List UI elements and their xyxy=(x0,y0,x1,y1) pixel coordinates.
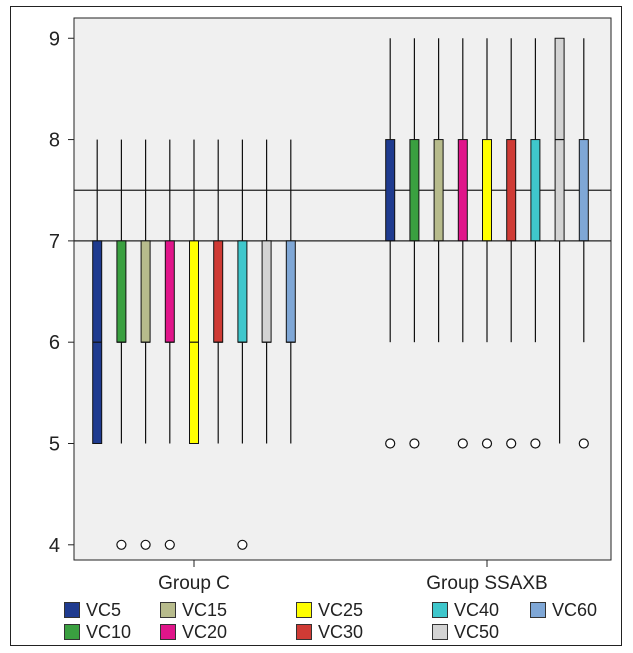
box xyxy=(213,240,224,343)
legend-swatch xyxy=(530,602,546,618)
box xyxy=(433,139,444,242)
y-tick-label: 9 xyxy=(49,28,60,50)
legend-swatch xyxy=(160,602,176,618)
x-tick-label: Group SSAXB xyxy=(426,573,547,594)
outlier-point xyxy=(506,438,517,449)
legend-swatch xyxy=(432,624,448,640)
legend-item-vc50: VC50 xyxy=(432,622,499,642)
legend-item-vc15: VC15 xyxy=(160,600,227,620)
outlier-point xyxy=(481,438,493,449)
legend-item-vc60: VC60 xyxy=(530,600,597,620)
outlier-point xyxy=(164,539,175,550)
legend-label: VC25 xyxy=(318,599,364,620)
legend-label: VC30 xyxy=(318,621,364,642)
legend-label: VC50 xyxy=(454,621,500,642)
legend-item-vc20: VC20 xyxy=(160,622,227,642)
legend-swatch xyxy=(432,602,448,618)
legend-swatch xyxy=(160,624,176,640)
legend: VC5 VC10 VC15 VC20 VC25 VC30 VC40 VC50 VC60 xyxy=(64,600,624,646)
legend-label: VC15 xyxy=(182,599,228,620)
box xyxy=(506,139,517,242)
box xyxy=(261,240,272,343)
box xyxy=(457,139,468,242)
legend-item-vc10: VC10 xyxy=(64,622,131,642)
legend-swatch xyxy=(64,602,80,618)
box xyxy=(530,139,541,242)
box xyxy=(140,240,151,343)
legend-label: VC5 xyxy=(86,599,122,620)
legend-swatch xyxy=(296,602,312,618)
outlier-point xyxy=(409,438,420,449)
outlier-point xyxy=(385,438,396,449)
legend-label: VC60 xyxy=(552,599,598,620)
y-tick-label: 4 xyxy=(49,535,60,557)
legend-label: VC40 xyxy=(454,599,500,620)
box xyxy=(385,139,396,242)
legend-swatch xyxy=(296,624,312,640)
plot-area xyxy=(73,17,612,561)
box xyxy=(285,240,296,343)
legend-item-vc25: VC25 xyxy=(296,600,363,620)
outlier-point xyxy=(578,438,589,449)
outlier-point xyxy=(140,539,151,550)
outlier-point xyxy=(457,438,468,449)
y-tick-label: 5 xyxy=(49,433,60,455)
box xyxy=(237,240,248,343)
box xyxy=(578,139,589,242)
box xyxy=(164,240,175,343)
box xyxy=(482,139,492,242)
legend-item-vc40: VC40 xyxy=(432,600,499,620)
legend-item-vc5: VC5 xyxy=(64,600,121,620)
outlier-point xyxy=(530,438,541,449)
box xyxy=(116,240,127,343)
y-tick-label: 7 xyxy=(49,231,60,253)
x-tick-label: Group C xyxy=(158,573,230,594)
box xyxy=(409,139,420,242)
legend-label: VC20 xyxy=(182,621,228,642)
legend-swatch xyxy=(64,624,80,640)
legend-item-vc30: VC30 xyxy=(296,622,363,642)
y-tick-label: 6 xyxy=(49,332,60,354)
legend-label: VC10 xyxy=(86,621,132,642)
outlier-point xyxy=(237,539,248,550)
outlier-point xyxy=(116,539,127,550)
y-tick-label: 8 xyxy=(49,130,60,152)
